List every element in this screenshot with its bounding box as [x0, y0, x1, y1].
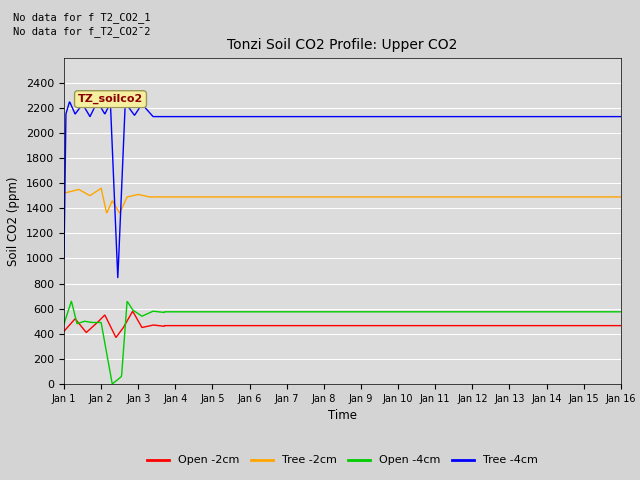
Y-axis label: Soil CO2 (ppm): Soil CO2 (ppm) — [8, 176, 20, 265]
Text: No data for f T2_CO2_1: No data for f T2_CO2_1 — [13, 12, 150, 23]
X-axis label: Time: Time — [328, 409, 357, 422]
Title: Tonzi Soil CO2 Profile: Upper CO2: Tonzi Soil CO2 Profile: Upper CO2 — [227, 38, 458, 52]
Text: No data for f̲T2̲CO2¯2: No data for f̲T2̲CO2¯2 — [13, 26, 150, 37]
Text: TZ_soilco2: TZ_soilco2 — [78, 94, 143, 104]
Legend: Open -2cm, Tree -2cm, Open -4cm, Tree -4cm: Open -2cm, Tree -2cm, Open -4cm, Tree -4… — [143, 451, 542, 470]
